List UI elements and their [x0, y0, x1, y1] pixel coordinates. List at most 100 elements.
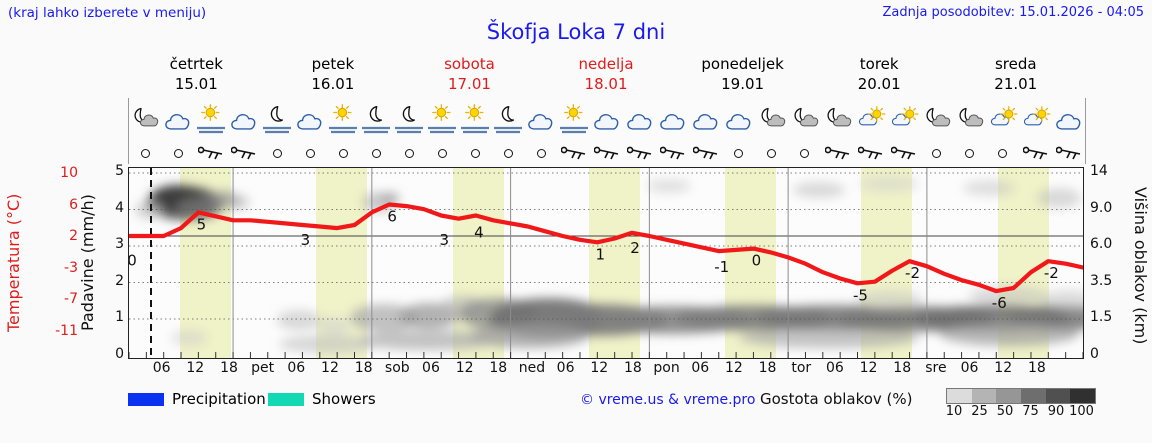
wind-cell-21: [821, 142, 854, 164]
weather-icon-cell-10: [459, 98, 492, 142]
weather-icon-cell-14: [591, 98, 624, 142]
wind-barb-strip: [128, 142, 1086, 164]
sun-fog-icon: [328, 104, 358, 136]
cloud-density-swatch-3: [1021, 389, 1046, 403]
wind-barb-icon: [857, 146, 882, 160]
day-name: sreda: [994, 55, 1037, 73]
daylight-band-slot: [316, 168, 334, 358]
forecast-plot: 0 5 3 6 3 4 1 2 -1 0 -5 -2 -6 -2: [128, 167, 1084, 359]
temperature-line: [129, 202, 1083, 294]
weather-icon-cell-24: [920, 98, 953, 142]
wind-cell-9: [426, 142, 459, 164]
weather-icon-cell-25: [953, 98, 986, 142]
wind-cell-2: [195, 142, 228, 164]
x-tick-18: 18: [758, 360, 777, 376]
weather-icon-cell-7: [360, 98, 393, 142]
cloud-density-swatch-5: [1070, 389, 1096, 403]
x-tick-23: sre: [925, 360, 947, 376]
day-header-6: sreda 21.01: [947, 54, 1084, 96]
weather-icon-cell-27: [1019, 98, 1052, 142]
weather-icon-cell-12: [525, 98, 558, 142]
wind-barb-icon: [561, 146, 586, 160]
moon-cloud-icon: [922, 104, 952, 136]
wind-cell-14: [591, 142, 624, 164]
temperature-point-label-6: 1: [596, 245, 606, 263]
sun-fog-icon: [460, 104, 490, 136]
cloud-tick-3: 3.5: [1090, 272, 1113, 289]
weather-icon-cell-17: [689, 98, 722, 142]
cloud-density-tick-1: 25: [971, 404, 988, 419]
wind-cell-6: [327, 142, 360, 164]
wind-cell-27: [1019, 142, 1052, 164]
wind-cell-8: [393, 142, 426, 164]
wind-cell-4: [261, 142, 294, 164]
cloud-density-tick-5: 100: [1069, 404, 1094, 419]
calm-icon: [173, 148, 183, 158]
x-tick-24: 06: [960, 360, 979, 376]
sun-cloud-icon: [1021, 104, 1051, 136]
temp-tick-1: 6: [69, 196, 78, 213]
precip-tick-0: 5: [115, 163, 124, 179]
calm-icon: [404, 148, 414, 158]
temperature-point-label-3: 6: [387, 208, 397, 226]
moon-fog-icon: [262, 104, 292, 136]
x-axis-tick-labels: 06 12 18 pet 06 12 18 sob 06 12 18 ned 06 12 18 pon 06 12…: [128, 360, 1084, 382]
weather-icon-cell-5: [294, 98, 327, 142]
weather-icon-cell-9: [426, 98, 459, 142]
cloud-density-scale-labels: 10 25 50 75 90 100: [940, 404, 1104, 422]
sun-cloud-icon: [889, 104, 919, 136]
cloud-icon: [163, 104, 193, 136]
temp-tick-2: 2: [69, 228, 78, 244]
wind-cell-1: [162, 142, 195, 164]
wind-cell-16: [657, 142, 690, 164]
plot-svg: 0 5 3 6 3 4 1 2 -1 0 -5 -2 -6 -2: [129, 168, 1083, 358]
precip-tick-3: 2: [115, 272, 124, 289]
temperature-point-label-0: 0: [129, 252, 137, 270]
x-tick-21: 12: [859, 360, 878, 376]
temperature-point-label-5: 4: [474, 223, 484, 241]
moon-fog-icon: [361, 104, 391, 136]
wind-cell-10: [459, 142, 492, 164]
calm-icon: [767, 148, 777, 158]
day-name: sobota: [444, 55, 495, 73]
wind-barb-icon: [1022, 146, 1047, 160]
weather-icon-cell-3: [228, 98, 261, 142]
wind-cell-19: [755, 142, 788, 164]
wind-barb-icon: [198, 146, 223, 160]
calm-icon: [305, 148, 315, 158]
weather-icon-cell-15: [624, 98, 657, 142]
weather-icon-cell-0: [129, 98, 162, 142]
day-header-row: četrtek 15.01 petek 16.01 sobota 17.01 nedelja…: [128, 54, 1084, 96]
moon-cloud-icon: [130, 104, 160, 136]
calm-icon: [503, 148, 513, 158]
cloud-density-tick-2: 50: [996, 404, 1014, 419]
day-header-0: četrtek 15.01: [128, 54, 265, 96]
page-title: Škofja Loka 7 dni: [486, 20, 666, 44]
copyright-link[interactable]: © vreme.us & vreme.pro: [580, 392, 756, 408]
day-date: 17.01: [447, 75, 491, 93]
cloud-icon: [592, 104, 622, 136]
temperature-point-label-7: 2: [630, 239, 640, 257]
legend-showers-label: Showers: [312, 390, 376, 408]
cloud-tick-0: 14: [1090, 163, 1108, 179]
wind-cell-11: [492, 142, 525, 164]
x-tick-7: sob: [384, 360, 410, 376]
x-tick-22: 18: [893, 360, 912, 376]
x-tick-3: pet: [251, 360, 275, 376]
legend-showers: Showers: [268, 390, 376, 408]
weather-icon-cell-11: [492, 98, 525, 142]
wind-cell-26: [986, 142, 1019, 164]
x-tick-9: 12: [455, 360, 474, 376]
x-tick-25: 12: [994, 360, 1013, 376]
cloud-icon: [229, 104, 259, 136]
x-tick-1: 12: [186, 360, 205, 376]
day-header-1: petek 16.01: [265, 54, 402, 96]
daylight-band-slot: [248, 168, 266, 358]
cloud-icon: [724, 104, 754, 136]
x-tick-17: 12: [724, 360, 743, 376]
wind-cell-20: [788, 142, 821, 164]
cloud-density-swatch-0: [947, 389, 972, 403]
showers-color-swatch: [268, 392, 304, 406]
moon-cloud-icon: [823, 104, 853, 136]
cloud-density-layer: [135, 176, 1083, 353]
